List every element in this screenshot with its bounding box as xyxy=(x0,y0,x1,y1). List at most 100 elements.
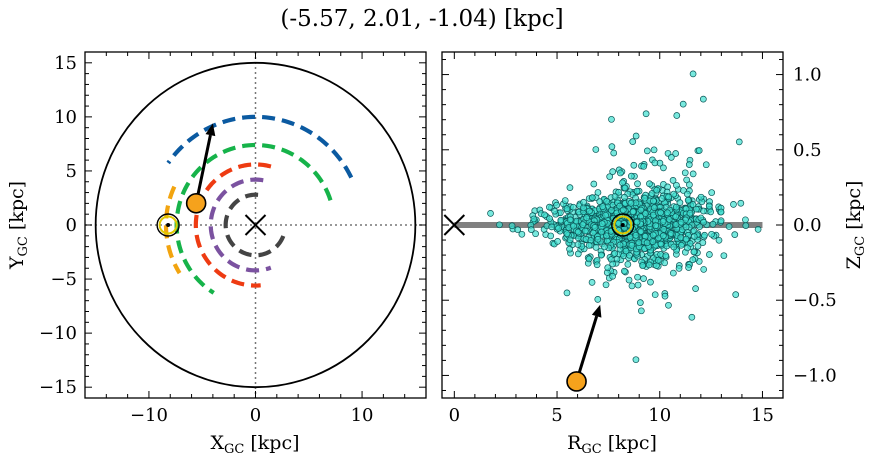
population-point xyxy=(621,193,628,201)
population-point xyxy=(514,226,522,234)
galactic-center-marker xyxy=(244,214,267,236)
population-point xyxy=(730,201,737,208)
population-point xyxy=(629,138,637,146)
population-point xyxy=(661,259,668,267)
population-point xyxy=(673,112,681,119)
population-point xyxy=(546,215,553,222)
population-point xyxy=(643,147,651,155)
population-point xyxy=(660,164,667,172)
population-point xyxy=(606,173,614,181)
population-point xyxy=(661,292,669,300)
population-point xyxy=(598,220,606,228)
population-point xyxy=(628,241,636,249)
population-point xyxy=(594,189,602,196)
population-point xyxy=(686,181,693,189)
population-point xyxy=(689,70,697,78)
population-point xyxy=(651,159,659,167)
population-point xyxy=(648,190,656,197)
right-x-tick-label: 10 xyxy=(648,405,671,426)
population-point xyxy=(551,207,558,215)
population-point xyxy=(692,205,700,213)
left-y-tick-label: 15 xyxy=(54,53,77,74)
left-y-tick-label: −15 xyxy=(39,377,77,398)
population-point xyxy=(684,244,691,252)
population-point xyxy=(649,231,657,239)
population-point xyxy=(672,213,680,220)
population-point xyxy=(685,161,693,168)
population-point xyxy=(694,242,702,250)
population-point xyxy=(640,275,647,282)
population-point xyxy=(640,162,648,170)
population-point xyxy=(554,238,561,245)
population-point xyxy=(527,226,535,233)
population-point xyxy=(642,110,650,118)
left-x-tick-label: 10 xyxy=(351,405,374,426)
population-point xyxy=(667,230,675,237)
population-point xyxy=(689,256,697,264)
population-point xyxy=(632,231,640,239)
left-y-tick-label: 0 xyxy=(66,215,77,236)
spiral-arm-green xyxy=(174,142,333,295)
population-point xyxy=(508,222,516,230)
left-y-tick-label: −5 xyxy=(50,269,77,290)
population-point xyxy=(635,239,643,246)
star-marker xyxy=(185,192,207,214)
population-point xyxy=(742,216,749,224)
population-point xyxy=(624,260,632,268)
right-x-tick-label: 15 xyxy=(751,405,774,426)
population-point xyxy=(532,230,539,238)
sun-marker xyxy=(620,223,625,227)
population-point xyxy=(597,251,605,259)
population-point xyxy=(563,230,571,238)
star-marker xyxy=(566,371,587,392)
population-point xyxy=(682,223,690,231)
population-point xyxy=(569,203,577,211)
population-point xyxy=(594,235,602,243)
population-point xyxy=(634,281,642,289)
population-point xyxy=(662,252,670,259)
population-point xyxy=(684,190,691,198)
population-point xyxy=(610,149,618,157)
population-point xyxy=(672,203,680,211)
population-point xyxy=(705,202,713,210)
population-point xyxy=(643,239,651,247)
population-point xyxy=(641,194,649,202)
population-point xyxy=(617,169,624,177)
right-ylabel: ZGC [kpc] xyxy=(843,181,868,270)
population-point xyxy=(688,313,696,321)
population-point xyxy=(701,231,708,239)
population-point xyxy=(553,201,560,209)
population-point xyxy=(647,278,654,286)
population-point xyxy=(602,211,609,219)
population-point xyxy=(649,238,657,245)
population-point xyxy=(689,201,697,208)
population-point xyxy=(496,221,503,229)
population-point xyxy=(667,154,675,161)
population-point xyxy=(665,193,672,201)
population-point xyxy=(673,181,680,189)
right-velocity-arrow xyxy=(591,304,602,318)
population-point xyxy=(670,190,678,198)
population-point xyxy=(541,211,548,219)
left-velocity-arrow xyxy=(205,123,216,137)
population-point xyxy=(642,210,649,217)
right-y-tick-label: −1.0 xyxy=(793,365,837,386)
right-y-tick-label: 0.5 xyxy=(793,140,822,161)
population-point xyxy=(650,197,657,205)
population-point xyxy=(581,227,589,235)
population-point xyxy=(588,194,596,201)
population-point xyxy=(546,203,553,211)
population-point xyxy=(570,222,577,230)
population-point xyxy=(692,285,699,292)
population-point xyxy=(695,147,703,154)
left-y-tick-label: 5 xyxy=(66,161,77,182)
sun-marker xyxy=(156,213,180,237)
population-point xyxy=(583,214,590,222)
right-y-tick-label: −0.5 xyxy=(793,290,837,311)
population-point xyxy=(636,299,644,307)
population-point xyxy=(634,180,641,188)
population-point xyxy=(652,222,660,229)
population-point xyxy=(518,230,526,238)
population-point xyxy=(585,255,593,263)
